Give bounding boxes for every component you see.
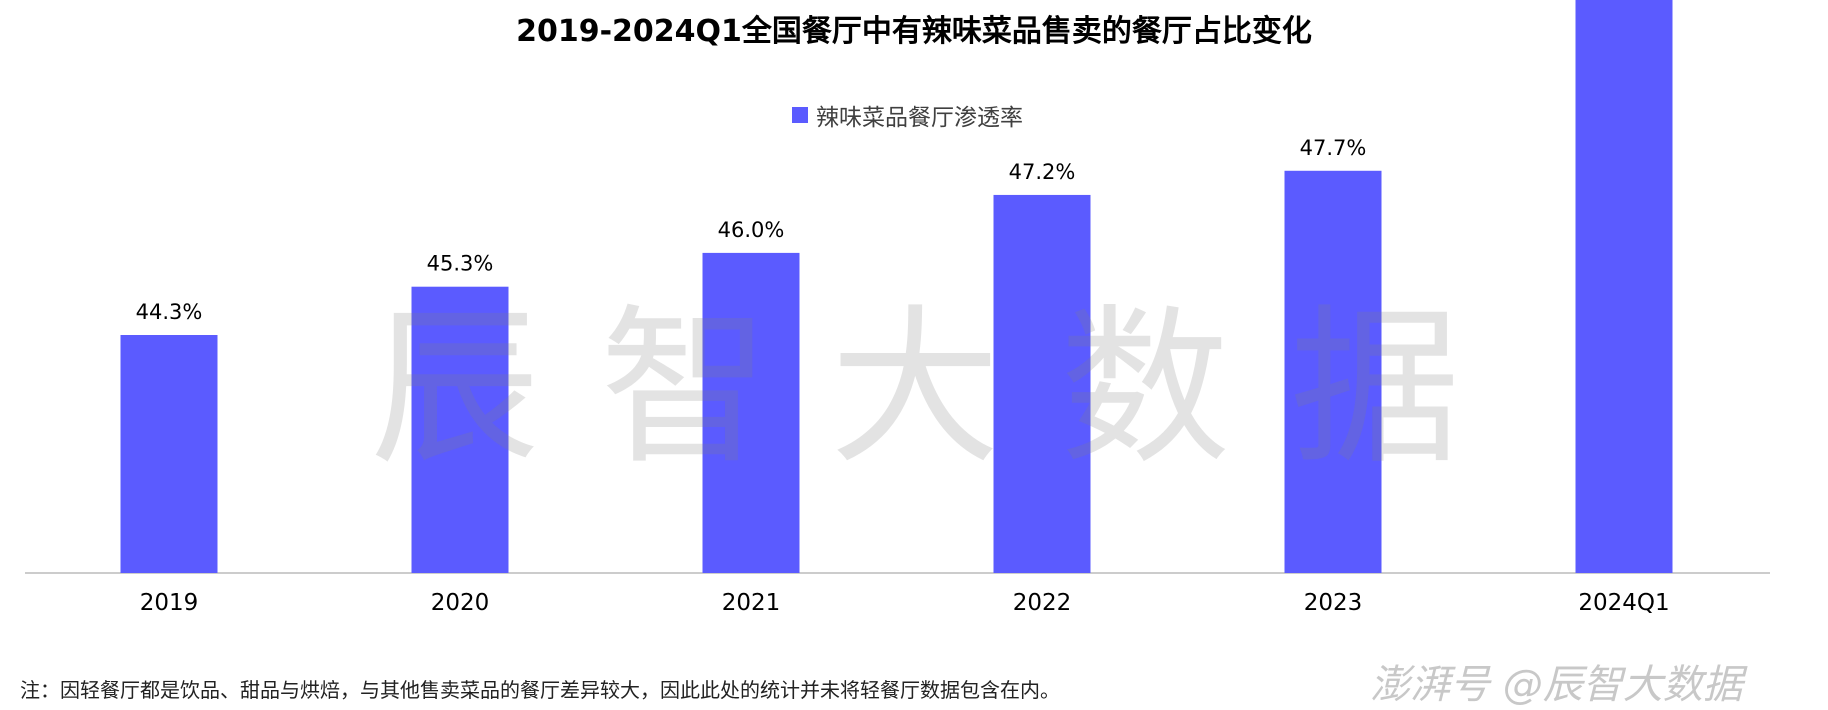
bar-2023	[1284, 170, 1382, 573]
data-label-2021: 46.0%	[718, 218, 785, 242]
legend-label: 辣味菜品餐厅渗透率	[816, 105, 1023, 131]
x-tick-label-2021: 2021	[722, 590, 781, 616]
bar-2021	[702, 252, 800, 573]
data-label-2020: 45.3%	[427, 252, 494, 276]
bar-2019	[120, 335, 218, 573]
x-tick-label-2023: 2023	[1304, 590, 1363, 616]
bar-2020	[411, 286, 509, 573]
x-tick-label-2019: 2019	[140, 590, 199, 616]
data-label-2022: 47.2%	[1009, 160, 1076, 184]
x-tick-label-2020: 2020	[431, 590, 490, 616]
legend: 辣味菜品餐厅渗透率	[792, 98, 1023, 132]
bar-2024Q1	[1575, 0, 1673, 573]
x-tick-label-2022: 2022	[1013, 590, 1072, 616]
x-tick-label-2024Q1: 2024Q1	[1578, 590, 1669, 616]
footnote: 注：因轻餐厅都是饮品、甜品与烘焙，与其他售卖菜品的餐厅差异较大，因此此处的统计并…	[20, 678, 1060, 702]
source-watermark: 澎湃号 @辰智大数据	[1370, 662, 1743, 708]
data-label-2019: 44.3%	[136, 300, 203, 324]
legend-swatch	[792, 107, 808, 123]
data-label-2023: 47.7%	[1300, 136, 1367, 160]
bar-2022	[993, 194, 1091, 573]
chart-title: 2019-2024Q1全国餐厅中有辣味菜品售卖的餐厅占比变化	[516, 14, 1312, 49]
